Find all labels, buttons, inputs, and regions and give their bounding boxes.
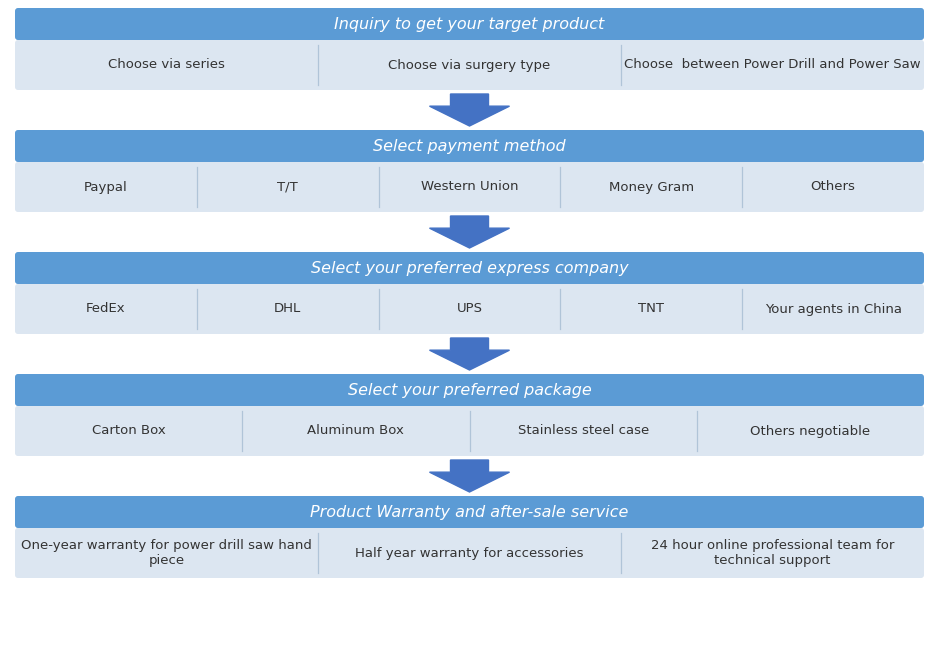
Text: Product Warranty and after-sale service: Product Warranty and after-sale service [310,505,629,520]
Text: Others: Others [810,181,855,194]
Text: 24 hour online professional team for
technical support: 24 hour online professional team for tec… [651,539,894,567]
Polygon shape [429,460,510,492]
FancyBboxPatch shape [15,496,924,528]
Text: DHL: DHL [274,303,301,316]
Text: UPS: UPS [456,303,483,316]
Text: Choose via series: Choose via series [108,58,225,71]
Polygon shape [429,338,510,370]
Text: Select payment method: Select payment method [373,139,566,154]
Text: Select your preferred package: Select your preferred package [347,382,592,397]
FancyBboxPatch shape [15,374,924,406]
FancyBboxPatch shape [15,528,924,578]
Polygon shape [429,216,510,248]
Text: Inquiry to get your target product: Inquiry to get your target product [334,16,605,32]
Text: T/T: T/T [277,181,298,194]
Text: FedEx: FedEx [86,303,126,316]
FancyBboxPatch shape [15,284,924,334]
Text: Choose  between Power Drill and Power Saw: Choose between Power Drill and Power Saw [624,58,921,71]
FancyBboxPatch shape [15,40,924,90]
Text: Money Gram: Money Gram [608,181,694,194]
FancyBboxPatch shape [15,162,924,212]
FancyBboxPatch shape [15,130,924,162]
Text: Half year warranty for accessories: Half year warranty for accessories [355,546,584,559]
FancyBboxPatch shape [15,406,924,456]
Text: TNT: TNT [639,303,664,316]
Text: Choose via surgery type: Choose via surgery type [389,58,550,71]
Polygon shape [429,94,510,126]
Text: Stainless steel case: Stainless steel case [517,424,649,437]
Text: Aluminum Box: Aluminum Box [307,424,405,437]
FancyBboxPatch shape [15,8,924,40]
Text: Carton Box: Carton Box [92,424,165,437]
Text: Western Union: Western Union [421,181,518,194]
Text: One-year warranty for power drill saw hand
piece: One-year warranty for power drill saw ha… [21,539,312,567]
Text: Others negotiable: Others negotiable [750,424,870,437]
Text: Paypal: Paypal [84,181,128,194]
FancyBboxPatch shape [15,252,924,284]
Text: Select your preferred express company: Select your preferred express company [311,260,628,275]
Text: Your agents in China: Your agents in China [764,303,901,316]
